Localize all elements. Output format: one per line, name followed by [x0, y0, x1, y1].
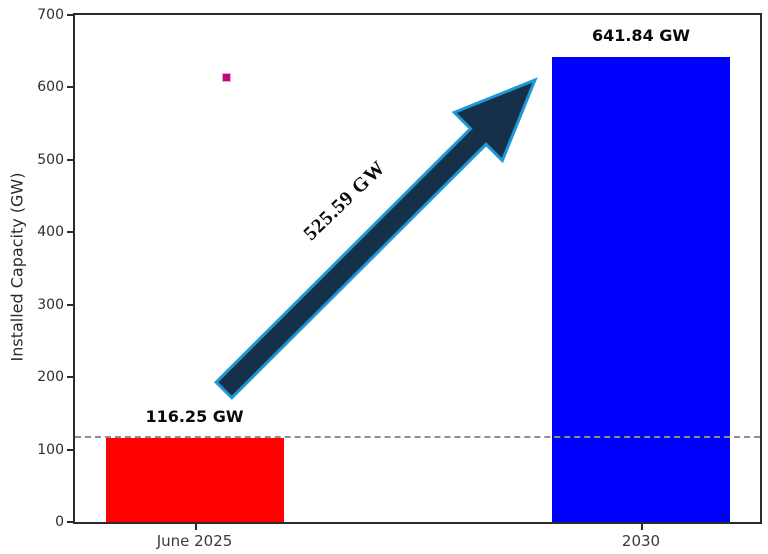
y-tick-mark-0 — [67, 521, 73, 523]
y-tick-label-0: 0 — [55, 514, 64, 530]
bar-2030 — [552, 57, 730, 522]
y-tick-label-300: 300 — [37, 296, 64, 313]
y-tick-label-700: 700 — [37, 7, 64, 23]
y-tick-mark-400 — [67, 231, 73, 234]
plot-area: 525.59 GW 116.25 GW 641.84 GW June 2025 … — [37, 7, 762, 550]
reference-dashed-line — [75, 435, 760, 438]
x-tick-mark-2030 — [641, 524, 643, 530]
x-tick-mark-june-2025 — [194, 524, 197, 530]
y-tick-label-200: 200 — [37, 369, 64, 386]
y-tick-label-100: 100 — [37, 441, 64, 458]
x-tick-label-2030: 2030 — [621, 532, 661, 550]
magenta-marker-dot — [222, 73, 231, 82]
y-tick-label-500: 500 — [37, 151, 64, 168]
y-tick-mark-600 — [67, 86, 73, 89]
y-tick-mark-300 — [67, 303, 73, 306]
y-axis-label: Installed Capacity (GW) — [7, 172, 27, 362]
y-tick-label-400: 400 — [37, 224, 64, 241]
bar-value-june-2025: 116.25 GW — [145, 406, 244, 426]
y-tick-mark-700 — [67, 14, 73, 16]
y-tick-mark-500 — [67, 158, 73, 161]
bar-value-2030: 641.84 GW — [591, 26, 691, 46]
growth-arrow-icon — [214, 77, 538, 400]
y-tick-mark-200 — [67, 376, 73, 379]
y-tick-mark-100 — [67, 448, 73, 451]
bar-june-2025 — [105, 437, 284, 522]
x-tick-label-june-2025: June 2025 — [156, 532, 233, 550]
y-tick-label-600: 600 — [37, 79, 64, 96]
